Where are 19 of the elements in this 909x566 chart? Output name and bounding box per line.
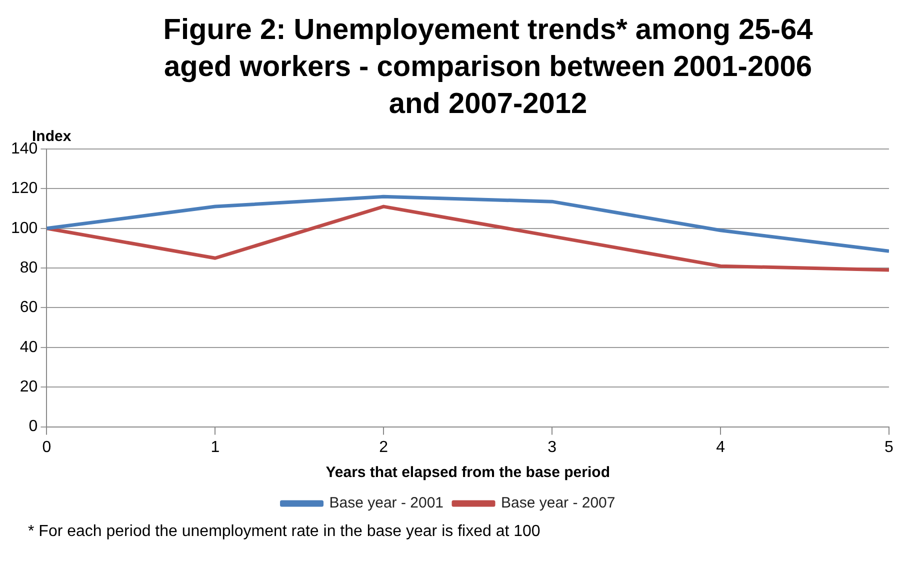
y-tick-label: 120 bbox=[10, 180, 38, 198]
y-tick-label: 40 bbox=[20, 338, 38, 356]
y-tick-label: 60 bbox=[20, 299, 38, 316]
x-tick-label: 5 bbox=[884, 438, 894, 456]
y-tick-label: 140 bbox=[10, 140, 38, 158]
y-tick-label: 20 bbox=[20, 378, 38, 396]
x-tick-label: 2 bbox=[379, 438, 388, 456]
y-tick-label: 0 bbox=[28, 418, 38, 436]
x-tick-label: 0 bbox=[42, 438, 52, 456]
y-tick-label: 100 bbox=[10, 220, 38, 237]
x-tick-label: 1 bbox=[210, 438, 220, 456]
legend-label: Base year - 2007 bbox=[501, 494, 616, 512]
text: * For each period the unemployment rate in the base year is fixed at 100 bbox=[28, 523, 542, 541]
y-tick-label: 80 bbox=[20, 259, 38, 276]
x-tick-label: 4 bbox=[716, 438, 726, 456]
x-axis-title: Years that elapsed from the base period bbox=[326, 464, 610, 482]
x-tick-label: 3 bbox=[548, 438, 557, 456]
legend-label: Base year - 2001 bbox=[329, 494, 444, 512]
chart-title: Figure 2: Unemployement trends* among 25-64 aged workers - comparison between 2001-2006 and 2007-2012 bbox=[162, 13, 814, 122]
